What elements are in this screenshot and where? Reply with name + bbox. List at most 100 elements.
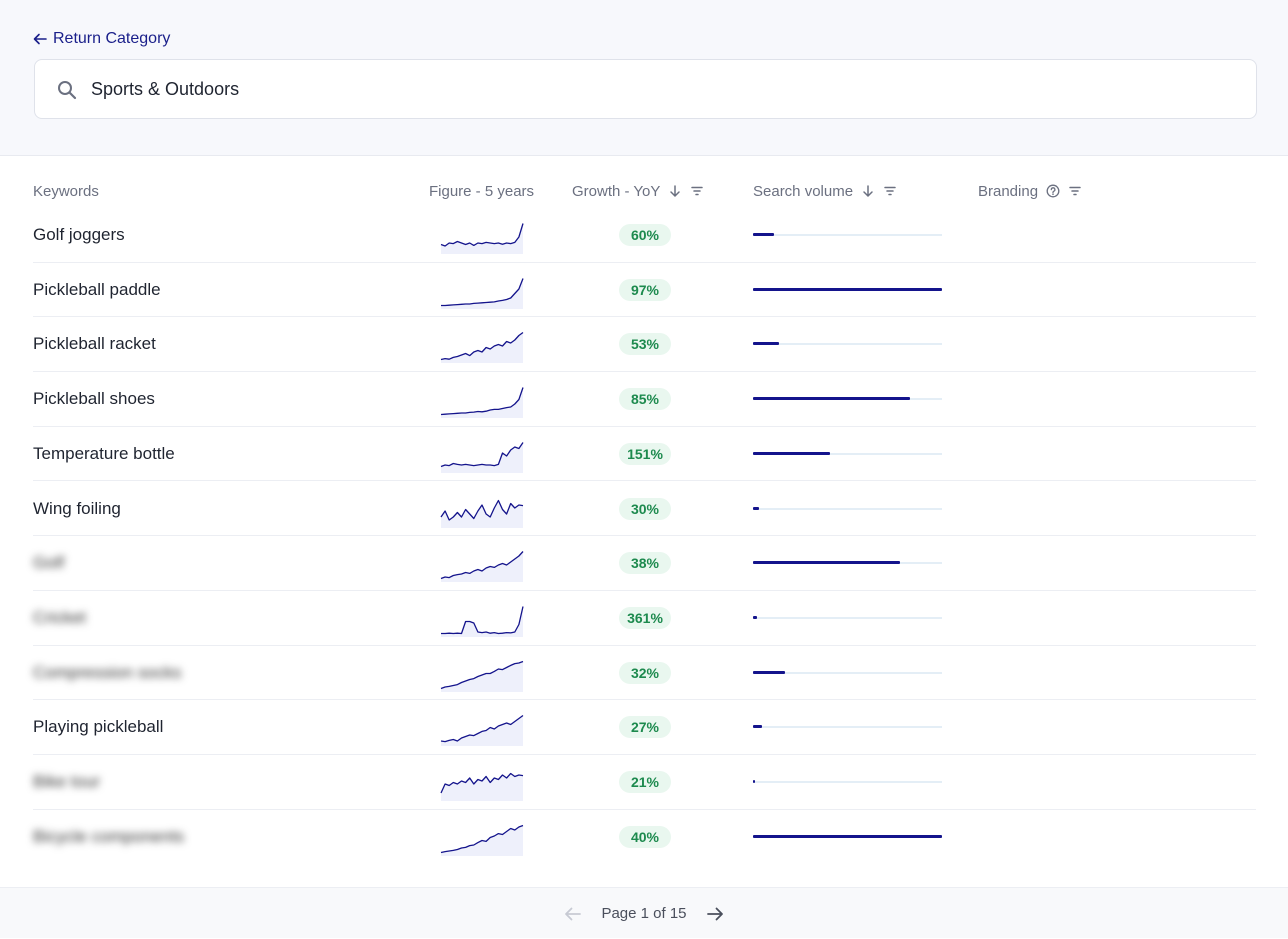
search-volume-bar — [753, 615, 942, 619]
search-volume-bar — [753, 397, 942, 401]
keyword-cell[interactable]: Bicycle components — [33, 826, 185, 846]
keyword-cell[interactable]: Pickleball shoes — [33, 389, 155, 409]
arrow-left-icon — [33, 33, 47, 45]
sparkline-area — [441, 223, 523, 254]
search-volume-fill — [753, 342, 780, 346]
sparkline-area — [441, 661, 523, 692]
trend-sparkline — [440, 387, 524, 419]
column-branding-label: Branding — [978, 182, 1039, 200]
table-row[interactable]: Compression socks 32% — [33, 646, 1256, 701]
sparkline-line — [440, 499, 524, 521]
growth-badge: 85% — [619, 388, 671, 411]
table-row[interactable]: Bike tour 21% — [33, 755, 1256, 810]
keyword-cell[interactable]: Pickleball paddle — [33, 279, 161, 299]
growth-badge: 38% — [619, 552, 671, 575]
search-volume-fill — [753, 670, 786, 674]
search-volume-fill — [753, 561, 901, 565]
column-figure: Figure - 5 years — [429, 178, 534, 204]
filter-icon[interactable] — [1068, 184, 1082, 198]
search-icon — [58, 81, 77, 100]
column-volume[interactable]: Search volume — [753, 178, 897, 204]
sparkline-line — [440, 387, 524, 416]
search-input[interactable] — [91, 74, 1231, 104]
search-volume-bar — [753, 780, 942, 783]
keyword-cell[interactable]: Temperature bottle — [33, 443, 175, 463]
trend-sparkline — [441, 606, 524, 637]
search-volume-fill — [753, 506, 759, 510]
sparkline-line — [440, 551, 524, 580]
column-growth-label: Growth - YoY — [572, 182, 661, 200]
arrow-down-icon[interactable] — [861, 184, 875, 198]
sparkline-line — [440, 223, 524, 247]
arrow-left-icon — [565, 907, 582, 920]
sparkline-line — [440, 441, 524, 467]
table-row[interactable]: Golf 38% — [33, 536, 1256, 591]
trend-sparkline — [440, 824, 524, 856]
growth-badge: 151% — [619, 442, 671, 465]
filter-icon[interactable] — [690, 184, 704, 198]
sparkline-area — [441, 551, 523, 583]
search-volume-fill — [753, 397, 910, 401]
search-volume-bar — [753, 451, 942, 455]
table-row[interactable]: Pickleball paddle 97% — [33, 263, 1256, 318]
sparkline-area — [441, 500, 523, 528]
sparkline-line — [440, 715, 524, 743]
prev-page-button[interactable] — [563, 904, 583, 924]
column-growth[interactable]: Growth - YoY — [572, 178, 704, 204]
growth-badge: 40% — [619, 825, 671, 848]
trend-sparkline — [440, 332, 524, 364]
search-volume-bar — [753, 725, 942, 729]
header-area: Return Category — [0, 0, 1288, 156]
search-volume-bar — [753, 506, 942, 510]
search-volume-bar — [753, 834, 942, 838]
keyword-cell[interactable]: Cricket — [33, 607, 86, 627]
table-row[interactable]: Playing pickleball 27% — [33, 700, 1256, 755]
column-keywords: Keywords — [33, 178, 99, 204]
keyword-cell[interactable]: Wing foiling — [33, 498, 121, 518]
next-page-button[interactable] — [705, 904, 725, 924]
search-volume-fill — [753, 834, 942, 838]
trend-sparkline — [440, 223, 524, 254]
keyword-cell[interactable]: Bike tour — [33, 772, 101, 791]
keyword-cell[interactable]: Golf — [33, 553, 65, 573]
filter-icon[interactable] — [883, 184, 897, 198]
trend-sparkline — [440, 441, 524, 473]
table-row[interactable]: Pickleball shoes 85% — [33, 372, 1256, 427]
keyword-cell[interactable]: Golf joggers — [33, 225, 125, 244]
pagination-bar: Page 1 of 15 — [0, 887, 1288, 938]
keyword-cell[interactable]: Pickleball racket — [33, 334, 156, 354]
column-volume-label: Search volume — [753, 182, 854, 200]
search-volume-bar — [753, 561, 942, 565]
search-volume-fill — [753, 780, 755, 783]
growth-badge: 30% — [619, 497, 671, 520]
sparkline-area — [441, 278, 523, 309]
table-row[interactable]: Cricket 361% — [33, 591, 1256, 646]
sparkline-area — [441, 332, 523, 364]
column-keywords-label: Keywords — [33, 182, 99, 200]
growth-badge: 32% — [619, 661, 671, 684]
search-volume-fill — [753, 233, 774, 236]
table-header: Keywords Figure - 5 years Growth - YoY S… — [0, 178, 1288, 204]
trend-sparkline — [440, 660, 524, 692]
trend-sparkline — [440, 715, 524, 747]
growth-badge: 97% — [619, 278, 671, 301]
search-box[interactable] — [34, 59, 1257, 119]
table-row[interactable]: Golf joggers 60% — [33, 208, 1256, 263]
sparkline-line — [440, 824, 524, 853]
help-circle-icon[interactable] — [1046, 184, 1060, 198]
keyword-cell[interactable]: Compression socks — [33, 662, 182, 682]
arrow-down-icon[interactable] — [668, 184, 682, 198]
trend-sparkline — [440, 499, 524, 528]
trend-sparkline — [440, 772, 524, 801]
table-row[interactable]: Temperature bottle 151% — [33, 427, 1256, 482]
sparkline-area — [441, 773, 523, 801]
trend-sparkline — [441, 277, 524, 309]
search-volume-fill — [753, 725, 763, 729]
keyword-cell[interactable]: Playing pickleball — [33, 717, 164, 737]
table-row[interactable]: Wing foiling 30% — [33, 482, 1256, 537]
table-row[interactable]: Pickleball racket 53% — [33, 317, 1256, 373]
column-branding[interactable]: Branding — [978, 178, 1082, 204]
growth-badge: 27% — [619, 716, 671, 739]
return-category-link[interactable]: Return Category — [33, 28, 170, 50]
table-row[interactable]: Bicycle components 40% — [33, 810, 1256, 865]
